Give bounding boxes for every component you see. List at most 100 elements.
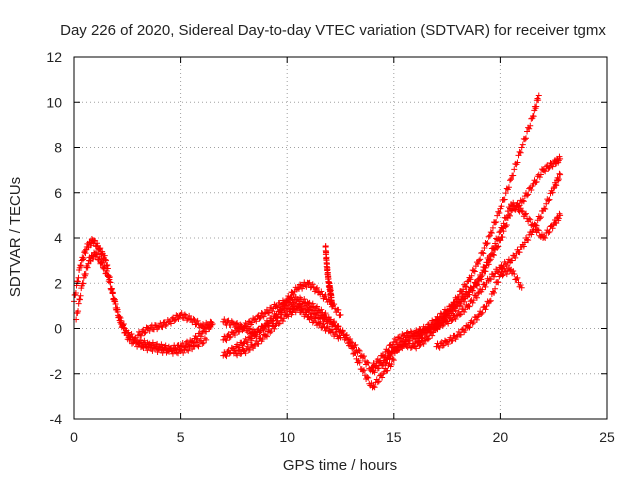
data-point bbox=[488, 229, 495, 236]
data-point bbox=[392, 347, 399, 354]
data-point bbox=[222, 351, 229, 358]
data-point bbox=[131, 336, 138, 343]
data-point bbox=[199, 340, 206, 347]
data-point bbox=[495, 279, 502, 286]
data-point bbox=[390, 357, 397, 364]
data-point bbox=[465, 323, 472, 330]
data-point bbox=[464, 278, 471, 285]
data-points bbox=[71, 92, 564, 391]
data-point bbox=[525, 191, 532, 198]
data-point bbox=[356, 359, 363, 366]
data-point bbox=[375, 359, 382, 366]
data-point bbox=[287, 294, 294, 301]
data-point bbox=[146, 342, 153, 349]
data-point bbox=[486, 253, 493, 260]
data-point bbox=[453, 312, 460, 319]
data-point bbox=[541, 167, 548, 174]
data-point bbox=[375, 365, 382, 372]
y-tick-label: -4 bbox=[50, 411, 63, 427]
data-point bbox=[328, 300, 335, 307]
data-point bbox=[136, 339, 143, 346]
data-point bbox=[242, 335, 249, 342]
data-point bbox=[335, 306, 342, 313]
data-point bbox=[109, 290, 116, 297]
data-point bbox=[475, 313, 482, 320]
data-point bbox=[379, 374, 386, 381]
data-point bbox=[120, 324, 127, 331]
data-point bbox=[418, 335, 425, 342]
data-point bbox=[465, 302, 472, 309]
data-point bbox=[246, 325, 253, 332]
data-point bbox=[505, 204, 512, 211]
data-point bbox=[521, 211, 528, 218]
data-point bbox=[518, 144, 525, 151]
data-point bbox=[234, 319, 241, 326]
data-point bbox=[221, 316, 228, 323]
data-point bbox=[364, 359, 371, 366]
data-point bbox=[328, 321, 335, 328]
data-point bbox=[514, 202, 521, 209]
data-point bbox=[518, 207, 525, 214]
data-point bbox=[452, 307, 459, 314]
data-point bbox=[491, 289, 498, 296]
data-point bbox=[499, 272, 506, 279]
data-point bbox=[105, 273, 112, 280]
data-point bbox=[416, 342, 423, 349]
data-point bbox=[429, 332, 436, 339]
data-point bbox=[469, 299, 476, 306]
data-point bbox=[318, 324, 325, 331]
data-point bbox=[137, 331, 144, 338]
data-point bbox=[546, 164, 553, 171]
data-point bbox=[487, 229, 494, 236]
data-point bbox=[473, 316, 480, 323]
data-point bbox=[479, 249, 486, 256]
data-point bbox=[75, 308, 82, 315]
data-point bbox=[449, 308, 456, 315]
data-point bbox=[518, 284, 525, 291]
data-point bbox=[282, 302, 289, 309]
data-point bbox=[406, 337, 413, 344]
data-point bbox=[299, 285, 306, 292]
data-point bbox=[425, 325, 432, 332]
data-point bbox=[468, 272, 475, 279]
data-point bbox=[466, 291, 473, 298]
data-point bbox=[462, 282, 469, 289]
data-point bbox=[137, 344, 144, 351]
data-point bbox=[108, 285, 115, 292]
data-point bbox=[191, 316, 198, 323]
data-point bbox=[110, 295, 117, 302]
data-point bbox=[112, 298, 119, 305]
data-point bbox=[503, 214, 510, 221]
data-point bbox=[186, 312, 193, 319]
data-point bbox=[484, 240, 491, 247]
data-point bbox=[419, 334, 426, 341]
x-tick-label: 10 bbox=[279, 429, 295, 445]
data-point bbox=[434, 320, 441, 327]
data-point bbox=[498, 224, 505, 231]
data-point bbox=[372, 363, 379, 370]
data-point bbox=[166, 348, 173, 355]
data-point bbox=[496, 210, 503, 217]
data-point bbox=[348, 339, 355, 346]
series-track-7 bbox=[230, 304, 344, 359]
data-point bbox=[194, 342, 201, 349]
x-tick-label: 0 bbox=[70, 429, 78, 445]
data-point bbox=[257, 314, 264, 321]
data-point bbox=[537, 214, 544, 221]
data-point bbox=[225, 317, 232, 324]
data-point bbox=[549, 189, 556, 196]
data-point bbox=[460, 286, 467, 293]
data-point bbox=[283, 297, 290, 304]
data-point bbox=[323, 325, 330, 332]
data-point bbox=[123, 327, 130, 334]
data-point bbox=[245, 325, 252, 332]
data-point bbox=[482, 283, 489, 290]
y-tick-label: 10 bbox=[46, 94, 62, 110]
data-point bbox=[279, 318, 286, 325]
data-point bbox=[472, 280, 479, 287]
data-point bbox=[256, 329, 263, 336]
data-point bbox=[99, 258, 106, 265]
data-point bbox=[159, 324, 166, 331]
data-point bbox=[557, 155, 564, 162]
data-point bbox=[469, 287, 476, 294]
